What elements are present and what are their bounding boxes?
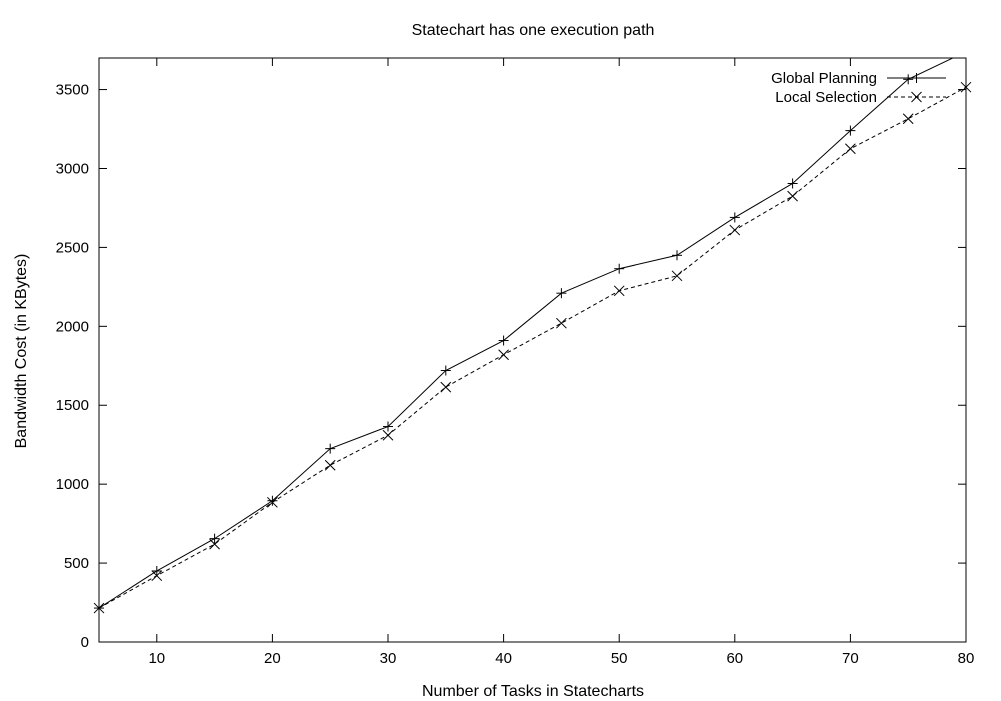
data-point-series-2 bbox=[787, 190, 798, 202]
data-point-series-2 bbox=[324, 459, 336, 471]
x-tick-label: 50 bbox=[611, 650, 628, 667]
legend-label-1: Global Planning bbox=[771, 70, 877, 87]
series-line-1 bbox=[99, 58, 954, 609]
x-tick-label: 60 bbox=[726, 650, 743, 667]
y-tick-label: 2000 bbox=[56, 318, 89, 335]
data-point-series-1 bbox=[903, 74, 914, 85]
marker-stroke bbox=[151, 570, 163, 582]
marker-stroke bbox=[845, 143, 856, 155]
data-point-series-2 bbox=[382, 429, 394, 441]
marker-stroke bbox=[787, 190, 798, 202]
legend-label-2: Local Selection bbox=[775, 89, 877, 106]
y-tick-label: 3500 bbox=[56, 82, 89, 99]
data-point-series-2 bbox=[209, 538, 220, 550]
series-line-2 bbox=[99, 86, 966, 609]
data-point-series-2 bbox=[613, 285, 625, 297]
data-point-series-1 bbox=[325, 443, 336, 454]
data-point-series-1 bbox=[383, 421, 393, 432]
data-point-series-2 bbox=[902, 113, 914, 125]
data-point-series-2 bbox=[556, 317, 567, 329]
data-point-series-1 bbox=[440, 365, 451, 376]
x-axis-label: Number of Tasks in Statecharts bbox=[422, 683, 644, 700]
marker-stroke bbox=[209, 538, 220, 550]
data-point-series-2 bbox=[960, 81, 972, 93]
y-tick-label: 500 bbox=[64, 555, 89, 572]
y-tick-label: 1000 bbox=[56, 476, 89, 493]
legend-marker-2 bbox=[911, 91, 922, 103]
y-tick-label: 2500 bbox=[56, 239, 89, 256]
data-point-series-2 bbox=[440, 381, 452, 393]
plot-area: 10 20 30 40 50 60 70 80 0 500 1000 1500 2000 2500 3000… bbox=[56, 57, 975, 667]
marker-stroke bbox=[613, 285, 625, 297]
data-point-series-1 bbox=[151, 565, 162, 576]
x-tick-label: 40 bbox=[495, 650, 512, 667]
data-point-series-1 bbox=[267, 495, 278, 506]
marker-stroke bbox=[729, 224, 741, 236]
y-tick-label: 1500 bbox=[56, 397, 89, 414]
y-tick-label: 0 bbox=[81, 634, 89, 651]
plot-frame bbox=[98, 57, 967, 643]
marker-stroke bbox=[671, 270, 683, 282]
x-tick-label: 80 bbox=[958, 650, 975, 667]
data-point-series-1 bbox=[729, 212, 740, 223]
data-point-series-2 bbox=[845, 143, 856, 155]
data-point-series-2 bbox=[93, 602, 105, 614]
data-point-series-1 bbox=[498, 335, 509, 346]
data-point-series-2 bbox=[267, 496, 278, 508]
data-point-series-2 bbox=[671, 270, 683, 282]
marker-stroke bbox=[267, 496, 278, 508]
marker-stroke bbox=[911, 91, 922, 103]
data-point-series-1 bbox=[672, 250, 682, 261]
data-point-series-2 bbox=[729, 224, 741, 236]
chart-title: Statechart has one execution path bbox=[412, 22, 655, 39]
y-tick-label: 3000 bbox=[56, 160, 89, 177]
marker-stroke bbox=[382, 429, 394, 441]
legend-marker-1 bbox=[911, 73, 922, 83]
x-tick-label: 20 bbox=[264, 650, 281, 667]
x-tick-label: 70 bbox=[842, 650, 859, 667]
data-point-series-1 bbox=[556, 288, 567, 299]
marker-stroke bbox=[93, 602, 105, 614]
marker-stroke bbox=[556, 317, 567, 329]
data-point-series-1 bbox=[845, 125, 856, 136]
marker-stroke bbox=[324, 459, 336, 471]
marker-stroke bbox=[960, 81, 972, 93]
data-point-series-1 bbox=[209, 533, 220, 544]
marker-stroke bbox=[498, 349, 509, 361]
marker-stroke bbox=[902, 113, 914, 125]
data-point-series-2 bbox=[498, 349, 509, 361]
data-point-series-2 bbox=[151, 570, 163, 582]
x-tick-label: 10 bbox=[148, 650, 165, 667]
y-axis-label: Bandwidth Cost (in KBytes) bbox=[13, 254, 30, 449]
marker-stroke bbox=[440, 381, 452, 393]
data-point-series-1 bbox=[787, 178, 798, 189]
data-point-series-1 bbox=[614, 263, 625, 274]
x-tick-label: 30 bbox=[380, 650, 397, 667]
